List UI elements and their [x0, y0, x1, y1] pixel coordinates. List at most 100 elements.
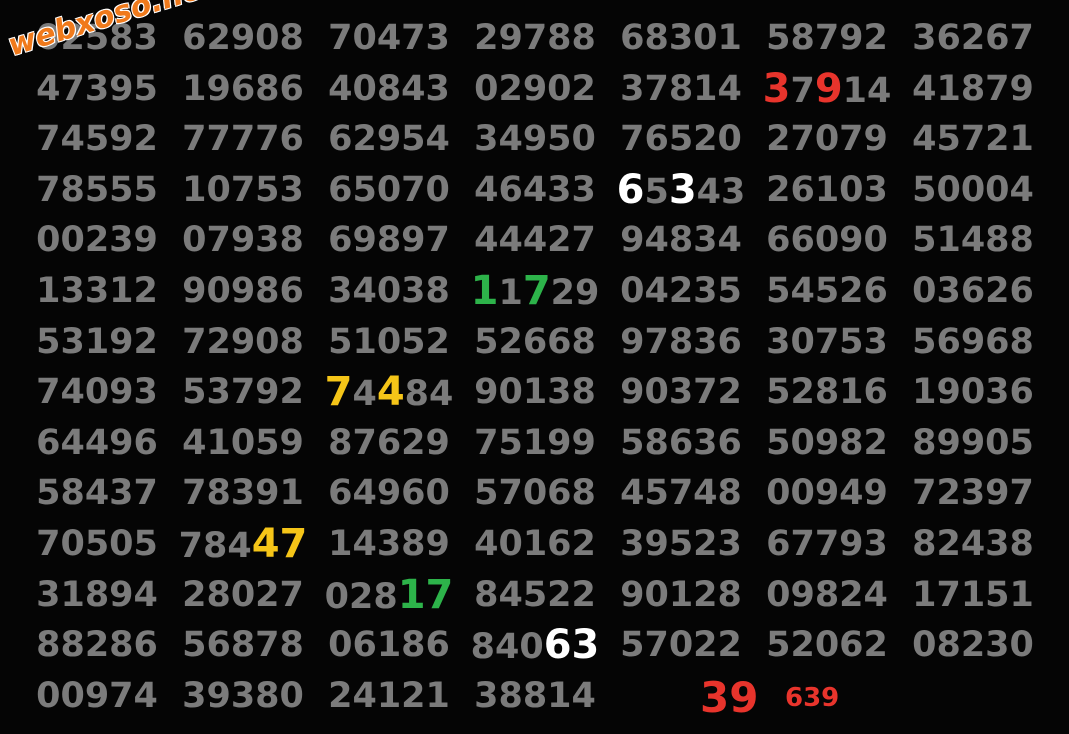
number-cell: 53792 [182, 372, 304, 413]
number-cell: 41059 [182, 422, 304, 463]
number-cell: 66090 [766, 220, 888, 261]
number-cell: 28027 [182, 574, 304, 615]
number-cell: 74093 [36, 372, 158, 413]
number-cell: 02817 [316, 570, 462, 620]
number-cell: 45748 [620, 473, 742, 514]
number-cell: 58636 [620, 422, 742, 463]
number-cell: 34950 [474, 119, 596, 160]
number-cell: 67793 [766, 524, 888, 564]
number-cell: 19036 [912, 372, 1034, 413]
number-cell: 56878 [182, 625, 304, 666]
highlight-digit: 7 [522, 268, 551, 314]
number-cell: 68301 [620, 18, 742, 58]
number-cell: 19686 [182, 68, 304, 109]
number-cell: 87629 [328, 422, 450, 463]
number-cell: 82438 [912, 524, 1034, 564]
number-cell: 02583 [36, 18, 158, 58]
digit: 5 [644, 171, 669, 212]
number-cell: 24121 [328, 675, 450, 716]
number-cell: 34038 [328, 271, 450, 311]
number-cell: 89905 [912, 422, 1034, 463]
number-cell: 50982 [766, 422, 888, 463]
number-cell: 14389 [328, 524, 450, 564]
number-cell: 90372 [620, 372, 742, 413]
number-cell: 36267 [912, 18, 1034, 58]
digit: 84 [404, 374, 454, 415]
highlight-digit: 3 [668, 166, 697, 213]
number-cell: 76520 [620, 119, 742, 160]
number-cell: 08230 [912, 625, 1034, 666]
number-cell: 74592 [36, 119, 158, 160]
number-cell: 39380 [182, 675, 304, 716]
number-cell: 70473 [328, 18, 450, 58]
number-cell: 47395 [36, 68, 158, 109]
number-cell: 78447 [170, 519, 316, 569]
highlight-digit: 9 [814, 65, 843, 112]
digit: 4 [352, 374, 377, 415]
digit: 784 [178, 526, 252, 566]
number-cell: 90138 [474, 372, 596, 413]
number-cell: 74484 [316, 367, 462, 417]
number-cell: 06186 [328, 625, 450, 666]
number-cell: 30753 [766, 321, 888, 362]
number-cell: 72908 [182, 321, 304, 362]
result-number: 639 [785, 682, 840, 713]
number-cell: 64960 [328, 473, 450, 514]
digit: 1 [498, 273, 523, 313]
number-cell: 03626 [912, 271, 1034, 311]
number-cell: 07938 [182, 220, 304, 261]
number-cell: 37814 [620, 68, 742, 109]
number-cell: 13312 [36, 271, 158, 311]
number-cell: 58437 [36, 473, 158, 514]
number-cell: 29788 [474, 18, 596, 58]
number-cell: 40843 [328, 68, 450, 109]
highlight-digit: 6 [616, 166, 645, 213]
number-cell: 11729 [462, 266, 608, 316]
number-cell: 37914 [754, 64, 900, 114]
number-cell: 00949 [766, 473, 888, 514]
number-cell: 64496 [36, 422, 158, 463]
number-cell: 26103 [766, 169, 888, 210]
digit: 43 [696, 171, 746, 212]
number-cell: 62908 [182, 18, 304, 58]
number-cell: 70505 [36, 524, 158, 564]
number-cell: 52062 [766, 625, 888, 666]
number-cell: 53192 [36, 321, 158, 362]
number-cell: 39523 [620, 524, 742, 564]
number-cell: 52668 [474, 321, 596, 362]
number-cell: 97836 [620, 321, 742, 362]
number-cell: 41879 [912, 68, 1034, 109]
digit: 29 [550, 273, 600, 313]
number-cell: 51488 [912, 220, 1034, 261]
number-cell: 78391 [182, 473, 304, 514]
highlight-digit: 4 [376, 369, 405, 416]
highlight-digit: 7 [324, 369, 353, 416]
number-cell: 94834 [620, 220, 742, 261]
digit: 14 [842, 70, 892, 111]
number-cell: 10753 [182, 169, 304, 210]
number-cell: 38814 [474, 675, 596, 716]
number-cell: 44427 [474, 220, 596, 261]
number-cell: 45721 [912, 119, 1034, 160]
digit: 7 [790, 70, 815, 111]
number-cell: 88286 [36, 625, 158, 666]
number-cell: 27079 [766, 119, 888, 160]
number-cell: 62954 [328, 119, 450, 160]
number-cell: 51052 [328, 321, 450, 362]
number-cell: 04235 [620, 271, 742, 311]
number-cell: 78555 [36, 169, 158, 210]
number-cell: 75199 [474, 422, 596, 463]
number-cell: 31894 [36, 574, 158, 615]
digit: 028 [324, 576, 398, 617]
number-cell: 46433 [474, 169, 596, 210]
number-cell: 00974 [36, 675, 158, 716]
number-cell: 17151 [912, 574, 1034, 615]
highlight-digit: 1 [470, 268, 499, 314]
result-number: 39 [700, 672, 759, 722]
number-cell: 57068 [474, 473, 596, 514]
highlight-digit: 17 [397, 571, 454, 618]
number-cell: 65343 [608, 165, 754, 215]
number-cell: 84522 [474, 574, 596, 615]
number-cell: 90986 [182, 271, 304, 311]
